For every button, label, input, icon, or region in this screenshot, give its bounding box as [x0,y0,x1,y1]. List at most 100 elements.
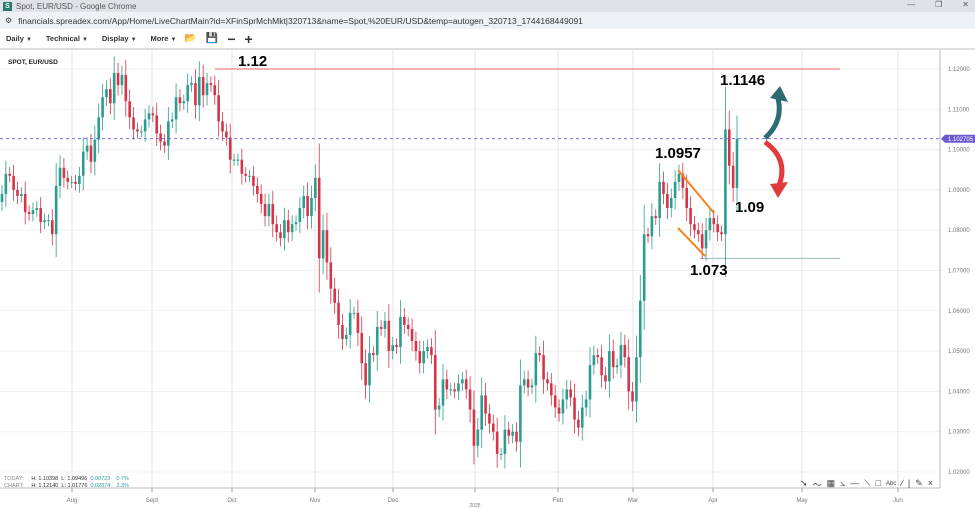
candle-body [298,208,302,223]
vertical-line-tool-icon[interactable]: | [907,478,911,488]
candle-body [580,407,584,428]
candle-body [348,312,352,335]
candle-body [519,385,522,442]
candle-body [174,97,178,120]
open-folder-icon[interactable]: 📂 [184,33,197,44]
today-change: 0.00723 [90,476,111,482]
horizontal-line-tool-icon[interactable]: — [850,478,860,488]
more-dropdown[interactable]: More ▼ [151,34,177,43]
candle-body [542,355,545,380]
candle-body [81,151,85,176]
candle-body [167,121,170,146]
candle-body [101,97,104,118]
x-tick-label: 2025 [469,503,480,508]
candle-body [290,224,294,233]
site-info-icon[interactable]: ⚙ [5,16,13,25]
window-titlebar: S Spot, EUR/USD - Google Chrome — ❐ ✕ [0,0,975,12]
restore-button[interactable]: ❐ [935,0,943,9]
annotation-1-12: 1.12 [238,53,268,70]
candle-body [608,351,611,382]
candle-body [673,181,677,198]
technical-dropdown[interactable]: Technical ▼ [46,34,88,43]
zoom-out-icon[interactable]: − [227,30,236,47]
candle-body [159,133,162,142]
close-button[interactable]: ✕ [962,0,969,9]
fibonacci-tool-icon[interactable]: ▦ [826,478,836,488]
candle-body [329,262,333,289]
candle-body [669,197,673,209]
candle-body [356,312,360,333]
clear-drawings-icon[interactable]: × [927,478,934,488]
candle-body [441,379,445,406]
candle-body [50,220,54,235]
candle-body [275,224,278,233]
candle-body [256,185,259,194]
candle-body [704,230,708,249]
candle-body [530,385,534,388]
candle-body [271,204,275,225]
window-title: Spot, EUR/USD - Google Chrome [16,1,137,11]
interval-dropdown[interactable]: Daily ▼ [6,34,32,43]
price-chart[interactable]: 1.12000 1.11000 1.10000 1.09000 1.08000 1.070… [0,50,975,508]
url-text[interactable]: financials.spreadex.com/App/Home/LiveCha… [18,15,583,26]
candle-body [205,83,209,96]
candle-body [263,204,267,217]
y-tick-label: 1.06000 [948,309,970,315]
down-arrow-head-icon [770,182,788,198]
candle-body [58,167,62,186]
candle-body [484,395,487,414]
y-tick-label: 1.12000 [948,67,970,73]
chart-high: H: 1.12140 [31,483,59,489]
candle-body [225,131,228,138]
candle-body [109,89,112,104]
candle-body [344,334,348,340]
rectangle-tool-icon[interactable]: □ [875,478,882,488]
x-tick-label: Apr [708,498,717,504]
stats-panel: TODAY: H: 1.10398 L: 1.09496 0.00723 0.7… [4,476,129,490]
candle-body [615,365,619,368]
display-dropdown[interactable]: Display ▼ [102,34,137,43]
chevron-down-icon: ▼ [25,37,32,43]
trendline-tool-icon[interactable]: ⟍ [864,478,871,488]
minimize-button[interactable]: — [907,0,916,9]
candle-body [561,399,565,414]
candle-body [662,181,665,194]
candle-body [155,115,159,134]
today-low: L: 1.09496 [61,476,88,482]
candle-body [650,216,654,237]
candle-body [163,141,166,146]
candle-body [468,389,472,410]
candle-body [93,139,97,162]
fan-tool-icon[interactable]: ⦣ [840,478,846,488]
candle-body [720,232,723,235]
candle-body [379,326,383,329]
candle-body [16,189,19,196]
candle-body [383,320,387,329]
drawing-tools: ➘ 〜 ▦ ⦣ — ⟍ □ Abc ∕ | ✎ × [800,478,933,491]
candle-body [236,159,240,161]
address-bar[interactable]: ⚙ financials.spreadex.com/App/Home/LiveC… [0,12,975,29]
today-pct: 0.7% [116,476,129,482]
candle-body [78,175,81,184]
curve-tool-icon[interactable]: 〜 [812,480,822,490]
candle-body [314,177,317,198]
candle-body [631,391,634,402]
candle-body [62,167,66,178]
candle-body [89,145,93,162]
text-tool-icon[interactable]: Abc [886,481,897,487]
zoom-in-icon[interactable]: + [244,30,253,47]
line-tool-icon[interactable]: ∕ [901,478,903,488]
candle-body [151,113,155,116]
candle-body [727,129,731,166]
candle-body [406,324,410,329]
candle-body [584,399,588,408]
candle-body [534,353,538,386]
candle-body [677,173,681,182]
x-tick-label: Jun [893,498,903,504]
pencil-tool-icon[interactable]: ✎ [915,478,923,488]
candle-body [619,345,623,366]
pointer-tool-icon[interactable]: ➘ [800,478,808,488]
save-icon[interactable]: 💾 [205,33,219,44]
candle-body [209,83,213,86]
annotation-1-073: 1.073 [690,262,728,279]
